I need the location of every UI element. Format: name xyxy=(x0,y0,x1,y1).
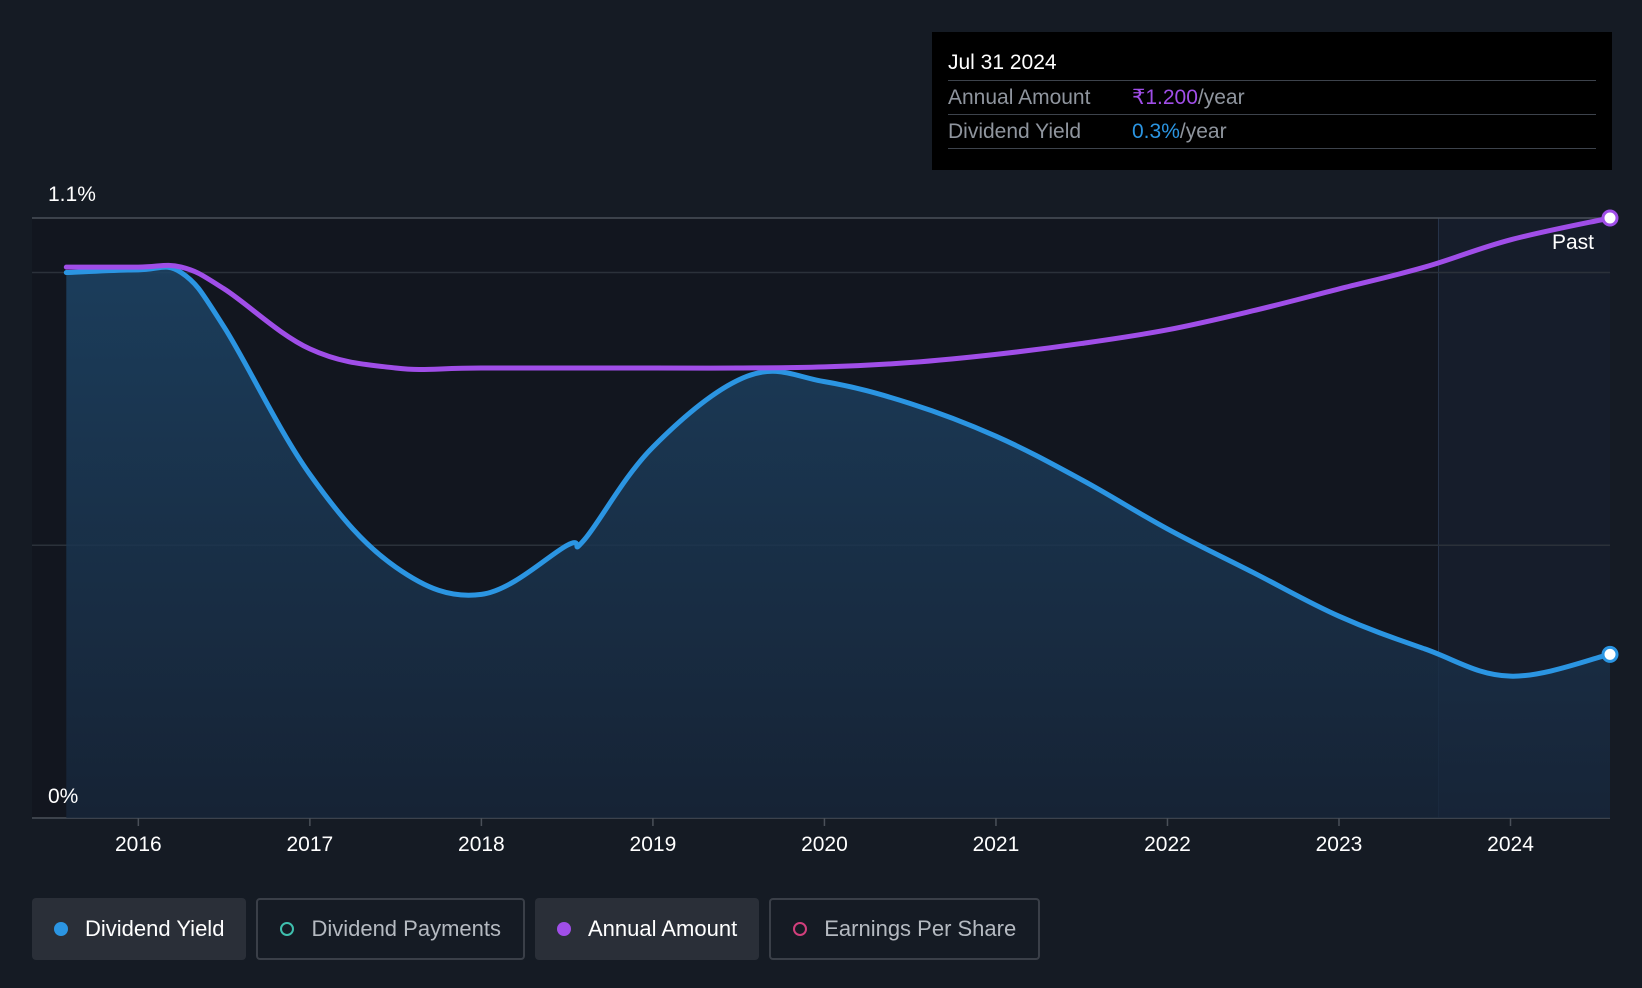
ring-icon xyxy=(280,922,295,936)
x-tick-label: 2016 xyxy=(115,833,162,856)
x-tick-label: 2019 xyxy=(630,833,677,856)
legend-dividend-yield[interactable]: Dividend Yield xyxy=(32,898,247,960)
legend: Dividend Yield Dividend Payments Annual … xyxy=(32,898,1041,960)
annual-amount-line xyxy=(63,215,1613,373)
x-tick-label: 2024 xyxy=(1487,833,1534,856)
legend-label: Dividend Yield xyxy=(85,916,225,941)
ring-icon xyxy=(793,922,808,936)
x-tick-label: 2023 xyxy=(1316,833,1363,856)
legend-annual-amount[interactable]: Annual Amount xyxy=(534,898,760,960)
tooltip-label: Annual Amount xyxy=(948,86,1091,109)
tooltip-date: Jul 31 2024 xyxy=(948,51,1057,74)
tooltip: Jul 31 2024 Annual Amount ₹1.200/year Di… xyxy=(932,32,1612,170)
legend-label: Annual Amount xyxy=(587,916,738,941)
legend-label: Dividend Payments xyxy=(311,916,501,941)
x-tick-label: 2021 xyxy=(973,833,1020,856)
dividend-yield-end-marker xyxy=(1601,645,1619,663)
past-label: Past xyxy=(1552,231,1594,254)
x-tick-label: 2022 xyxy=(1144,833,1191,856)
dot-icon xyxy=(54,922,68,936)
dividend-yield-line xyxy=(63,264,1613,679)
tooltip-label: Dividend Yield xyxy=(948,120,1082,143)
legend-label: Earnings Per Share xyxy=(824,916,1017,941)
x-tick-label: 2018 xyxy=(458,833,505,856)
x-tick-label: 2017 xyxy=(287,833,334,856)
tooltip-unit: /year xyxy=(1197,86,1245,109)
y-tick-label: 0% xyxy=(48,785,78,808)
tooltip-value: ₹1.200 xyxy=(1132,86,1198,109)
x-tick-label: 2020 xyxy=(801,833,848,856)
tooltip-row-annual-amount: Annual Amount ₹1.200/year xyxy=(948,80,1596,114)
legend-earnings-per-share[interactable]: Earnings Per Share xyxy=(769,898,1041,960)
dividend-yield-area xyxy=(66,267,1611,818)
annual-amount-end-marker xyxy=(1601,209,1619,227)
tooltip-value: 0.3% xyxy=(1132,120,1180,143)
y-tick-label: 1.1% xyxy=(48,183,96,206)
tooltip-row-dividend-yield: Dividend Yield 0.3%/year xyxy=(948,114,1596,149)
legend-dividend-payments[interactable]: Dividend Payments xyxy=(256,898,525,960)
tooltip-unit: /year xyxy=(1179,120,1227,143)
dot-icon xyxy=(556,922,571,936)
